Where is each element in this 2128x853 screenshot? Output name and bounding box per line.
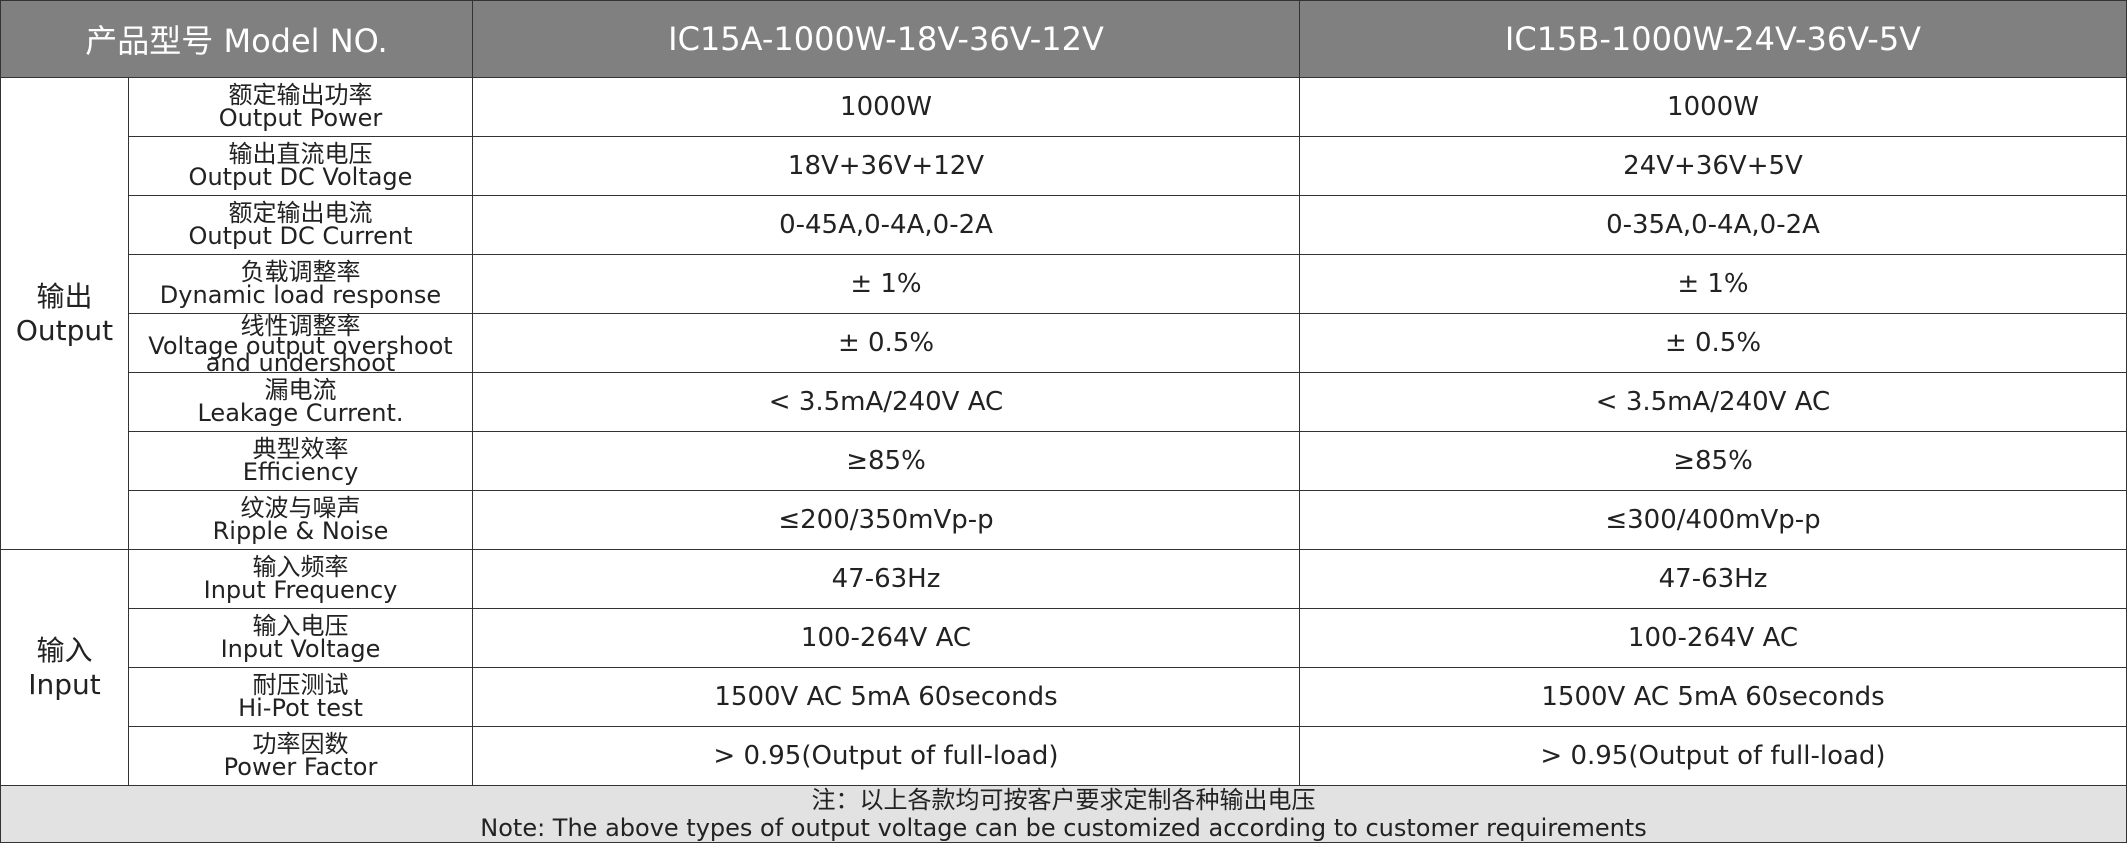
value-a: ≥85% [472,431,1300,491]
row-label: 线性调整率 Voltage output overshoot and unders… [128,313,473,373]
value-a: ≤200/350mVp-p [472,490,1300,550]
label-en: Dynamic load response [159,281,442,309]
table-row: 耐压测试 Hi-Pot test 1500V AC 5mA 60seconds 1… [1,667,2127,727]
value-b: > 0.95(Output of full-load) [1299,726,2127,786]
label-zh: 额定输出功率 [228,81,373,109]
label-en: Hi-Pot test [238,694,363,722]
value-a: 1000W [472,77,1300,137]
label-zh: 功率因数 [252,730,349,758]
value-b: < 3.5mA/240V AC [1299,372,2127,432]
model-label: 产品型号 Model NO. [0,0,473,78]
table-row: 输入电压 Input Voltage 100-264V AC 100-264V A… [1,608,2127,668]
group-input-en: Input [28,667,101,701]
label-en: Output DC Current [188,222,413,250]
table-row: 输出 Output 额定输出功率 Output Power 1000W 1000W [0,77,2127,550]
value-b: ± 0.5% [1299,313,2127,373]
label-en: Efficiency [242,458,359,486]
label-zh: 纹波与噪声 [240,494,361,522]
row-label: 输入频率 Input Frequency [128,549,473,609]
value-b: 47-63Hz [1299,549,2127,609]
row-label: 漏电流 Leakage Current. [128,372,473,432]
label-en: Output Power [218,104,383,132]
value-a: 100-264V AC [472,608,1300,668]
label-zh: 输入频率 [252,553,349,581]
value-b: 1500V AC 5mA 60seconds [1299,667,2127,727]
row-label: 典型效率 Efficiency [128,431,473,491]
note-en: Note: The above types of output voltage … [480,814,1647,842]
value-a: 47-63Hz [472,549,1300,609]
table-row: 典型效率 Efficiency ≥85% ≥85% [1,431,2127,491]
note-zh: 注：以上各款均可按客户要求定制各种输出电压 [811,786,1316,814]
note: 注：以上各款均可按客户要求定制各种输出电压 Note: The above ty… [0,785,2127,843]
label-en: Ripple & Noise [212,517,389,545]
value-b: ± 1% [1299,254,2127,314]
row-label: 负载调整率 Dynamic load response [128,254,473,314]
row-label: 耐压测试 Hi-Pot test [128,667,473,727]
table-row: 漏电流 Leakage Current. < 3.5mA/240V AC < 3.… [1,372,2127,432]
table-row: 线性调整率 Voltage output overshoot and unders… [1,313,2127,373]
note-row: 注：以上各款均可按客户要求定制各种输出电压 Note: The above ty… [0,785,2127,843]
model-a: IC15A-1000W-18V-36V-12V [472,0,1300,78]
header-row: 产品型号 Model NO. IC15A-1000W-18V-36V-12V I… [0,0,2127,78]
row-label: 功率因数 Power Factor [128,726,473,786]
value-b: 0-35A,0-4A,0-2A [1299,195,2127,255]
value-a: ± 1% [472,254,1300,314]
label-zh: 负载调整率 [240,258,361,286]
table-row: 负载调整率 Dynamic load response ± 1% ± 1% [1,254,2127,314]
group-output: 输出 Output [0,77,129,550]
table-row: 输入 Input 输入频率 Input Frequency 47-63Hz 47-… [0,549,2127,786]
value-a: ± 0.5% [472,313,1300,373]
label-en: Leakage Current. [197,399,404,427]
label-en: Input Frequency [203,576,398,604]
row-label: 输入电压 Input Voltage [128,608,473,668]
label-zh: 耐压测试 [252,671,349,699]
label-zh: 线性调整率 [240,313,361,340]
table-row: 输出直流电压 Output DC Voltage 18V+36V+12V 24V+… [1,136,2127,196]
value-b: 24V+36V+5V [1299,136,2127,196]
value-a: 1500V AC 5mA 60seconds [472,667,1300,727]
label-zh: 输入电压 [252,612,349,640]
label-zh: 额定输出电流 [228,199,373,227]
label-zh: 漏电流 [264,376,337,404]
row-label: 额定输出电流 Output DC Current [128,195,473,255]
value-a: 18V+36V+12V [472,136,1300,196]
label-en: Input Voltage [220,635,381,663]
table-row: 纹波与噪声 Ripple & Noise ≤200/350mVp-p ≤300/4… [1,490,2127,550]
row-label: 额定输出功率 Output Power [128,77,473,137]
value-a: < 3.5mA/240V AC [472,372,1300,432]
group-input: 输入 Input [0,549,129,786]
table-row: 额定输出电流 Output DC Current 0-45A,0-4A,0-2A … [1,195,2127,255]
label-zh: 输出直流电压 [228,140,373,168]
row-label: 纹波与噪声 Ripple & Noise [128,490,473,550]
label-en: Power Factor [223,753,378,781]
group-output-zh: 输出 [36,279,93,313]
table-row: 功率因数 Power Factor > 0.95(Output of full-l… [1,726,2127,786]
value-a: 0-45A,0-4A,0-2A [472,195,1300,255]
label-zh: 典型效率 [252,435,349,463]
label-en: Voltage output overshoot and undershoot [148,331,453,373]
value-a: > 0.95(Output of full-load) [472,726,1300,786]
model-b: IC15B-1000W-24V-36V-5V [1299,0,2127,78]
value-b: 100-264V AC [1299,608,2127,668]
row-label: 输出直流电压 Output DC Voltage [128,136,473,196]
group-input-zh: 输入 [36,633,93,667]
value-b: ≥85% [1299,431,2127,491]
label-en: Output DC Voltage [188,163,413,191]
value-b: 1000W [1299,77,2127,137]
value-b: ≤300/400mVp-p [1299,490,2127,550]
group-output-en: Output [15,313,114,347]
